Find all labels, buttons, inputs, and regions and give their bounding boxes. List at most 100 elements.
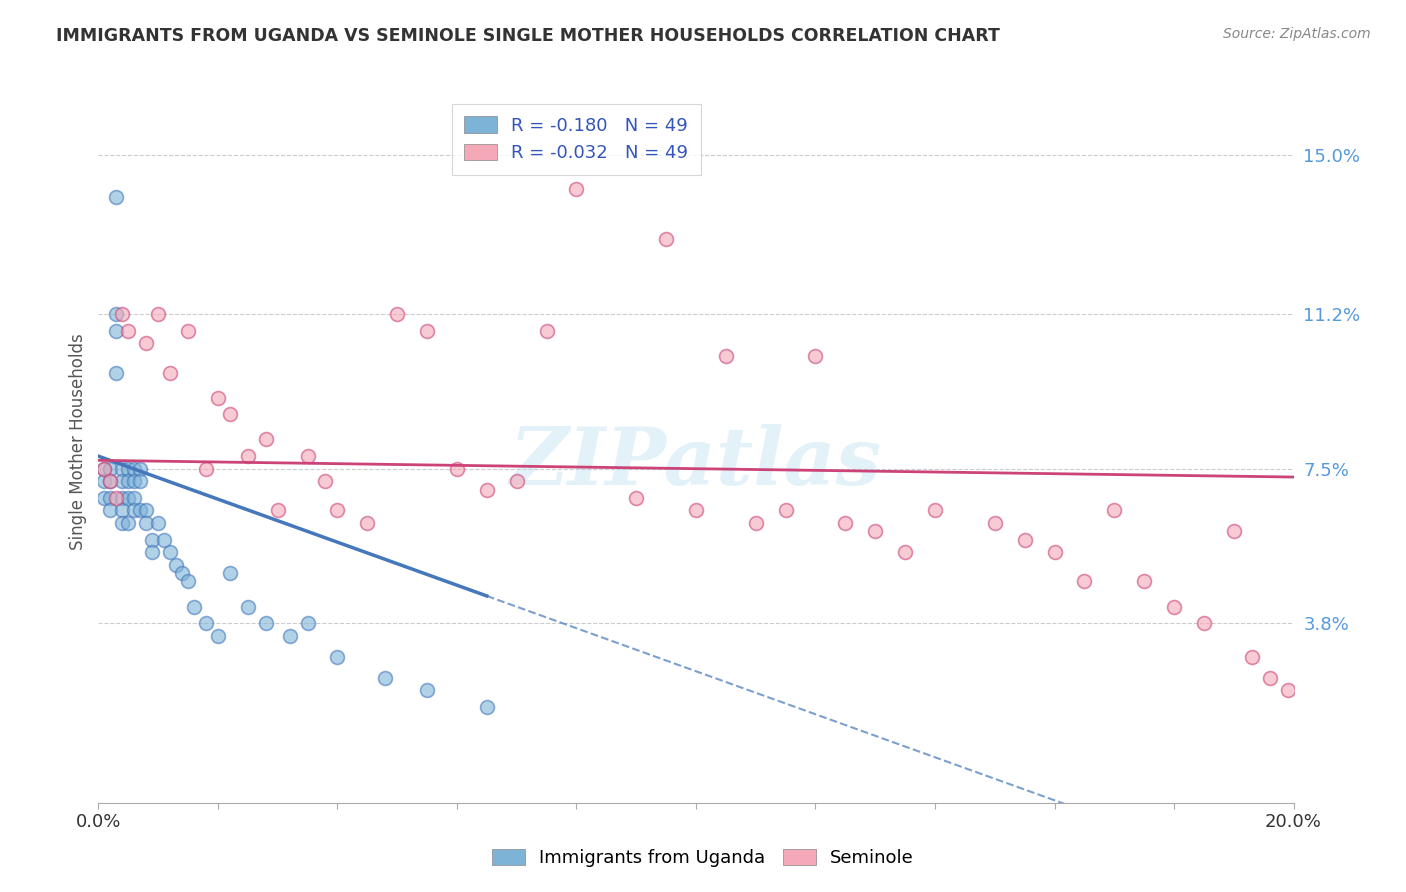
Point: [219, 408, 242, 422]
Point: [984, 516, 1007, 530]
Point: [93, 461, 115, 475]
Point: [506, 474, 529, 488]
Point: [183, 599, 205, 614]
Point: [297, 616, 319, 631]
Point: [93, 491, 115, 505]
Point: [159, 545, 181, 559]
Point: [804, 349, 827, 363]
Point: [1240, 649, 1263, 664]
Point: [1223, 524, 1246, 539]
Point: [195, 616, 218, 631]
Point: [565, 182, 588, 196]
Point: [254, 433, 277, 447]
Point: [111, 461, 134, 475]
Point: [834, 516, 856, 530]
Point: [267, 503, 290, 517]
Point: [148, 307, 170, 321]
Point: [117, 461, 139, 475]
Point: [924, 503, 946, 517]
Point: [98, 461, 122, 475]
Legend: R = -0.180   N = 49, R = -0.032   N = 49: R = -0.180 N = 49, R = -0.032 N = 49: [451, 103, 702, 175]
Point: [111, 491, 134, 505]
Text: ZIPatlas: ZIPatlas: [510, 425, 882, 502]
Point: [141, 545, 163, 559]
Point: [111, 503, 134, 517]
Point: [416, 683, 439, 698]
Point: [236, 449, 259, 463]
Point: [685, 503, 707, 517]
Point: [1133, 574, 1156, 589]
Point: [1258, 671, 1281, 685]
Point: [105, 307, 128, 321]
Point: [195, 461, 218, 475]
Point: [105, 491, 128, 505]
Point: [135, 503, 157, 517]
Point: [124, 491, 146, 505]
Point: [315, 474, 337, 488]
Point: [159, 366, 181, 380]
Point: [135, 336, 157, 351]
Point: [1163, 599, 1185, 614]
Point: [475, 483, 498, 497]
Point: [374, 671, 396, 685]
Point: [1043, 545, 1066, 559]
Point: [111, 307, 134, 321]
Point: [129, 461, 152, 475]
Point: [135, 516, 157, 530]
Point: [536, 324, 558, 338]
Point: [207, 629, 229, 643]
Point: [177, 324, 200, 338]
Point: [297, 449, 319, 463]
Point: [475, 699, 498, 714]
Point: [141, 533, 163, 547]
Point: [177, 574, 200, 589]
Point: [124, 474, 146, 488]
Point: [111, 474, 134, 488]
Point: [655, 232, 678, 246]
Point: [172, 566, 194, 580]
Point: [148, 516, 170, 530]
Point: [98, 474, 122, 488]
Legend: Immigrants from Uganda, Seminole: Immigrants from Uganda, Seminole: [485, 841, 921, 874]
Point: [326, 649, 349, 664]
Point: [129, 474, 152, 488]
Point: [93, 474, 115, 488]
Point: [117, 516, 139, 530]
Point: [1073, 574, 1095, 589]
Point: [1014, 533, 1036, 547]
Point: [714, 349, 737, 363]
Point: [219, 566, 242, 580]
Point: [117, 474, 139, 488]
Point: [117, 491, 139, 505]
Point: [865, 524, 887, 539]
Point: [124, 503, 146, 517]
Point: [626, 491, 648, 505]
Point: [416, 324, 439, 338]
Y-axis label: Single Mother Households: Single Mother Households: [69, 334, 87, 549]
Point: [165, 558, 187, 572]
Point: [278, 629, 301, 643]
Point: [98, 503, 122, 517]
Point: [124, 461, 146, 475]
Point: [326, 503, 349, 517]
Point: [775, 503, 797, 517]
Point: [105, 324, 128, 338]
Point: [98, 474, 122, 488]
Point: [98, 491, 122, 505]
Point: [356, 516, 378, 530]
Point: [446, 461, 468, 475]
Point: [1192, 616, 1215, 631]
Point: [111, 516, 134, 530]
Point: [207, 391, 229, 405]
Point: [745, 516, 768, 530]
Point: [385, 307, 409, 321]
Point: [236, 599, 259, 614]
Point: [1104, 503, 1126, 517]
Point: [1277, 683, 1299, 698]
Text: Source: ZipAtlas.com: Source: ZipAtlas.com: [1223, 27, 1371, 41]
Point: [117, 324, 139, 338]
Point: [105, 190, 128, 204]
Point: [254, 616, 277, 631]
Point: [93, 461, 115, 475]
Point: [105, 366, 128, 380]
